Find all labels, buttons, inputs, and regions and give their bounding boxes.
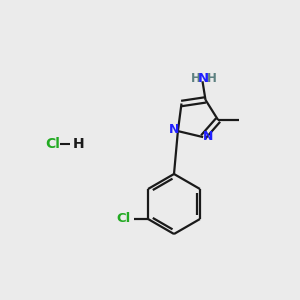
Text: N: N <box>169 123 179 136</box>
Text: N: N <box>197 72 209 86</box>
Text: H: H <box>73 137 84 151</box>
Text: N: N <box>202 130 213 143</box>
Text: H: H <box>191 72 201 86</box>
Text: Cl: Cl <box>117 212 131 226</box>
Text: Cl: Cl <box>45 137 60 151</box>
Text: H: H <box>207 72 216 86</box>
